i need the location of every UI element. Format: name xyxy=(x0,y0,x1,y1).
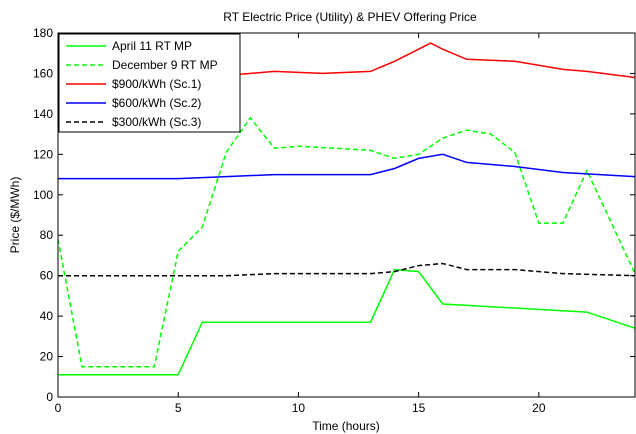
legend-label-1: April 11 RT MP xyxy=(112,39,192,53)
x-tick-label: 0 xyxy=(55,401,62,415)
legend: April 11 RT MP December 9 RT MP $900/kWh (… xyxy=(58,33,241,133)
y-tick-label: 160 xyxy=(33,66,53,80)
y-tick-label: 20 xyxy=(40,350,54,364)
x-tick-label: 10 xyxy=(292,401,306,415)
x-axis-title: Time (hours) xyxy=(312,419,380,433)
y-axis-title: Price ($/MWh) xyxy=(8,177,22,254)
plot-frame xyxy=(57,32,636,398)
y-axis: 0 20 40 60 80 100 120 140 160 180 xyxy=(33,26,635,404)
y-tick-label: 40 xyxy=(40,309,54,323)
y-tick-label: 180 xyxy=(33,26,53,40)
y-tick-label: 80 xyxy=(40,228,54,242)
legend-label-2: December 9 RT MP xyxy=(112,58,218,72)
y-tick-label: 100 xyxy=(33,188,53,202)
legend-box xyxy=(58,33,241,133)
x-tick-label: 5 xyxy=(175,401,182,415)
series-line-4 xyxy=(58,153,636,180)
series-line-1 xyxy=(58,268,636,376)
legend-label-5: $300/kWh (Sc.3) xyxy=(112,115,201,129)
legend-label-4: $600/kWh (Sc.2) xyxy=(112,96,201,110)
y-tick-label: 60 xyxy=(40,269,54,283)
y-tick-label: 120 xyxy=(33,147,53,161)
x-tick-label: 20 xyxy=(532,401,546,415)
series-line-5 xyxy=(58,262,636,277)
legend-label-3: $900/kWh (Sc.1) xyxy=(112,77,201,91)
y-tick-label: 140 xyxy=(33,107,53,121)
chart-title: RT Electric Price (Utility) & PHEV Offer… xyxy=(223,10,477,24)
y-tick-label: 0 xyxy=(46,390,53,404)
x-tick-label: 15 xyxy=(412,401,426,415)
